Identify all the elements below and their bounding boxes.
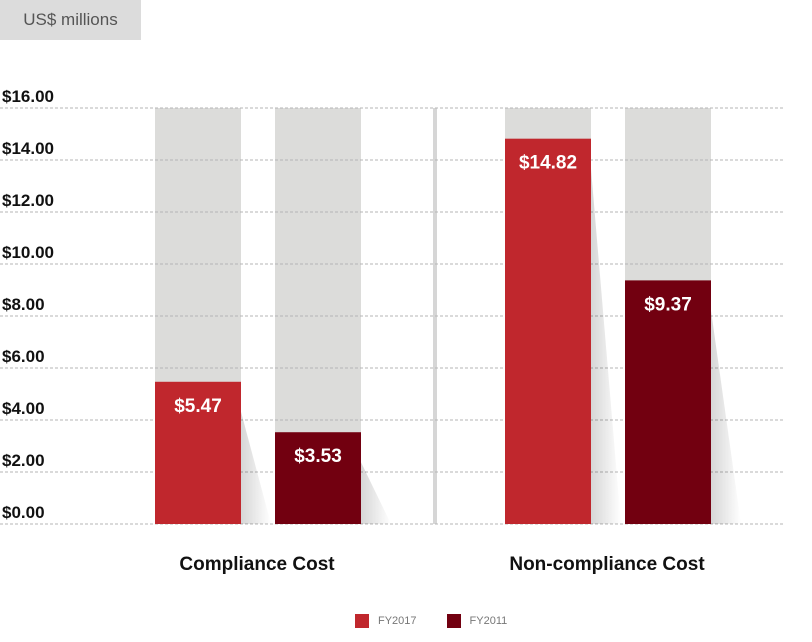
legend-item-fy2011: FY2011 <box>446 614 508 628</box>
y-tick-label: $14.00 <box>2 139 54 158</box>
legend-swatch-fy2011 <box>446 614 461 628</box>
y-tick-label: $4.00 <box>2 399 45 418</box>
data-label: $3.53 <box>294 446 342 467</box>
bar-fy2017-0 <box>155 381 241 524</box>
bar-shadow <box>241 411 271 524</box>
data-label: $5.47 <box>174 396 222 417</box>
y-tick-label: $16.00 <box>2 87 54 106</box>
legend-swatch-fy2017 <box>355 614 369 628</box>
data-label: $14.82 <box>519 153 577 174</box>
data-label: $9.37 <box>644 294 692 315</box>
legend-label-fy2011: FY2011 <box>469 615 508 627</box>
y-tick-label: $2.00 <box>2 451 45 470</box>
y-tick-label: $8.00 <box>2 295 45 314</box>
legend: FY2017 FY2011 <box>355 614 537 628</box>
bar-fy2011-0 <box>275 432 361 524</box>
bar-fy2011-1 <box>625 280 711 524</box>
unit-label: US$ millions <box>0 0 141 40</box>
y-tick-label: $10.00 <box>2 243 54 262</box>
y-tick-label: $12.00 <box>2 191 54 210</box>
bar-shadow <box>591 168 621 524</box>
x-category-label: Non-compliance Cost <box>509 554 705 575</box>
bar-shadow <box>361 462 391 524</box>
legend-label-fy2017: FY2017 <box>378 615 417 627</box>
y-tick-label: $0.00 <box>2 503 45 522</box>
bar-shadow <box>711 310 741 524</box>
y-tick-label: $6.00 <box>2 347 45 366</box>
bar-fy2017-1 <box>505 138 591 524</box>
legend-item-fy2017: FY2017 <box>355 614 417 628</box>
x-category-label: Compliance Cost <box>179 554 335 575</box>
